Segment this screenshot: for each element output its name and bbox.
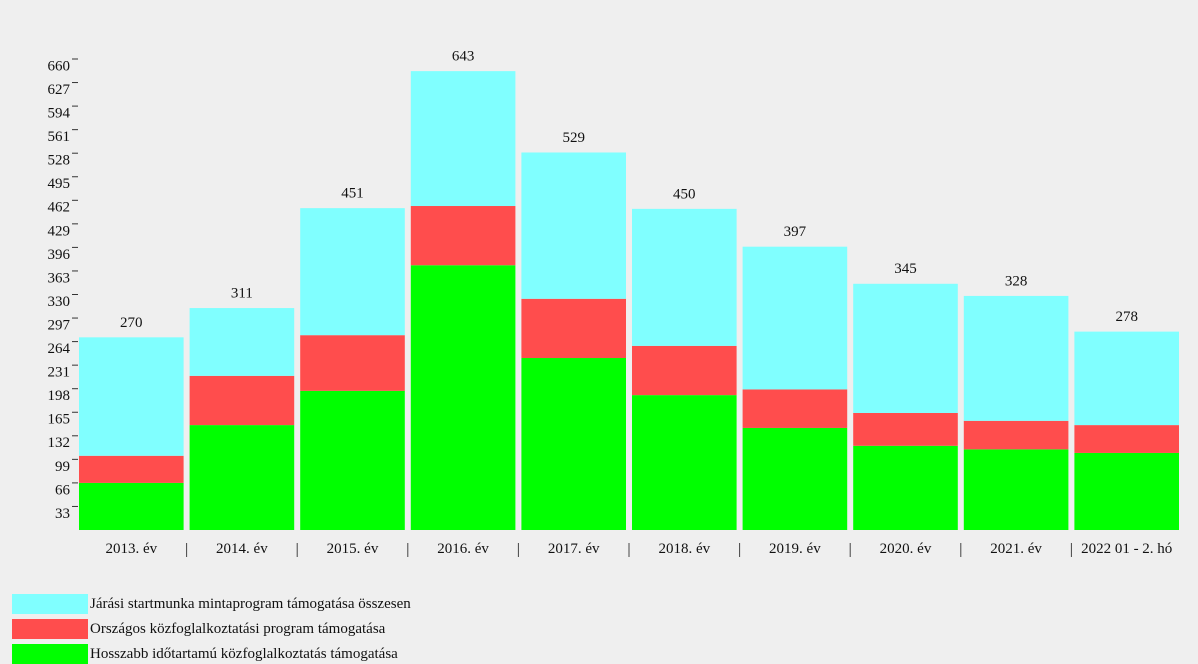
y-tick-label: 99 <box>55 459 70 475</box>
bar-segment <box>963 420 1069 450</box>
total-label: 328 <box>1005 273 1028 289</box>
y-tick-label: 132 <box>48 435 71 451</box>
y-tick-label: 462 <box>48 200 71 216</box>
bar-segment <box>300 208 405 336</box>
y-tick-label: 330 <box>48 294 71 310</box>
bar-segment <box>521 358 626 530</box>
x-tick-label: 2018. év <box>658 541 711 557</box>
y-tick-label: 66 <box>55 482 71 498</box>
bar-segment <box>1074 452 1179 530</box>
y-tick-label: 495 <box>48 176 71 192</box>
total-label: 451 <box>341 186 364 202</box>
y-tick-label: 627 <box>48 82 71 98</box>
x-tick-label: 2013. év <box>105 541 158 557</box>
total-label: 529 <box>562 130 585 146</box>
bar-segment <box>521 152 626 299</box>
bar-segment <box>1074 425 1179 453</box>
bar-segment <box>632 395 737 530</box>
x-tick-label: 2021. év <box>990 541 1042 557</box>
y-tick-label: 660 <box>48 58 71 74</box>
bar-segment <box>632 345 737 396</box>
total-label: 397 <box>784 224 807 240</box>
bar-segment <box>79 482 184 530</box>
bar-segment <box>853 445 958 530</box>
total-label: 643 <box>452 49 475 65</box>
y-tick-label: 165 <box>48 412 71 428</box>
x-tick-label: 2019. év <box>769 541 821 557</box>
bar-segment <box>189 425 295 530</box>
x-tick-label: 2014. év <box>216 541 268 557</box>
x-tick-label: 2020. év <box>879 541 932 557</box>
legend-label: Járási startmunka mintaprogram támogatás… <box>90 596 411 612</box>
legend-swatch <box>12 619 88 639</box>
legend-label: Hosszabb időtartamú közfoglalkoztatás tá… <box>90 646 398 662</box>
legend-label: Országos közfoglalkoztatási program támo… <box>90 621 386 637</box>
y-tick-label: 363 <box>48 270 71 286</box>
bar-segment <box>963 449 1069 530</box>
total-label: 345 <box>894 261 917 277</box>
bar-segment <box>300 390 405 530</box>
bar-segment <box>410 206 516 266</box>
y-tick-label: 33 <box>55 506 70 522</box>
total-label: 450 <box>673 186 696 202</box>
bar-segment <box>189 375 295 426</box>
bar-segment <box>742 427 848 530</box>
legend-swatch <box>12 594 88 614</box>
bar-segment <box>300 335 405 391</box>
x-tick-label: 2022 01 - 2. hó <box>1081 541 1173 557</box>
y-tick-label: 396 <box>48 247 71 263</box>
bar-segment <box>853 412 958 446</box>
y-tick-label: 264 <box>48 341 71 357</box>
bar-segment <box>521 298 626 359</box>
total-label: 278 <box>1115 309 1138 325</box>
bar-segment <box>79 455 184 483</box>
x-tick-label: 2017. év <box>547 541 600 557</box>
y-tick-label: 198 <box>48 388 71 404</box>
bar-segment <box>189 308 295 376</box>
bar-segment <box>742 246 848 390</box>
bar-segment <box>79 337 184 456</box>
total-label: 311 <box>231 285 253 301</box>
x-tick-label: 2015. év <box>326 541 379 557</box>
y-tick-label: 429 <box>48 223 71 239</box>
bar-segment <box>853 283 958 413</box>
bar-segment <box>742 389 848 428</box>
y-tick-label: 594 <box>48 106 71 122</box>
total-label: 270 <box>120 315 143 331</box>
y-tick-label: 528 <box>48 153 71 169</box>
y-tick-label: 297 <box>48 317 71 333</box>
bar-segment <box>632 208 737 346</box>
bar-segment <box>1074 331 1179 426</box>
x-tick-label: 2016. év <box>437 541 489 557</box>
bar-segment <box>410 265 516 530</box>
y-tick-label: 231 <box>48 365 71 381</box>
bar-segment <box>963 295 1069 421</box>
bar-segment <box>410 71 516 207</box>
legend-swatch <box>12 644 88 664</box>
y-tick-label: 561 <box>48 129 71 145</box>
